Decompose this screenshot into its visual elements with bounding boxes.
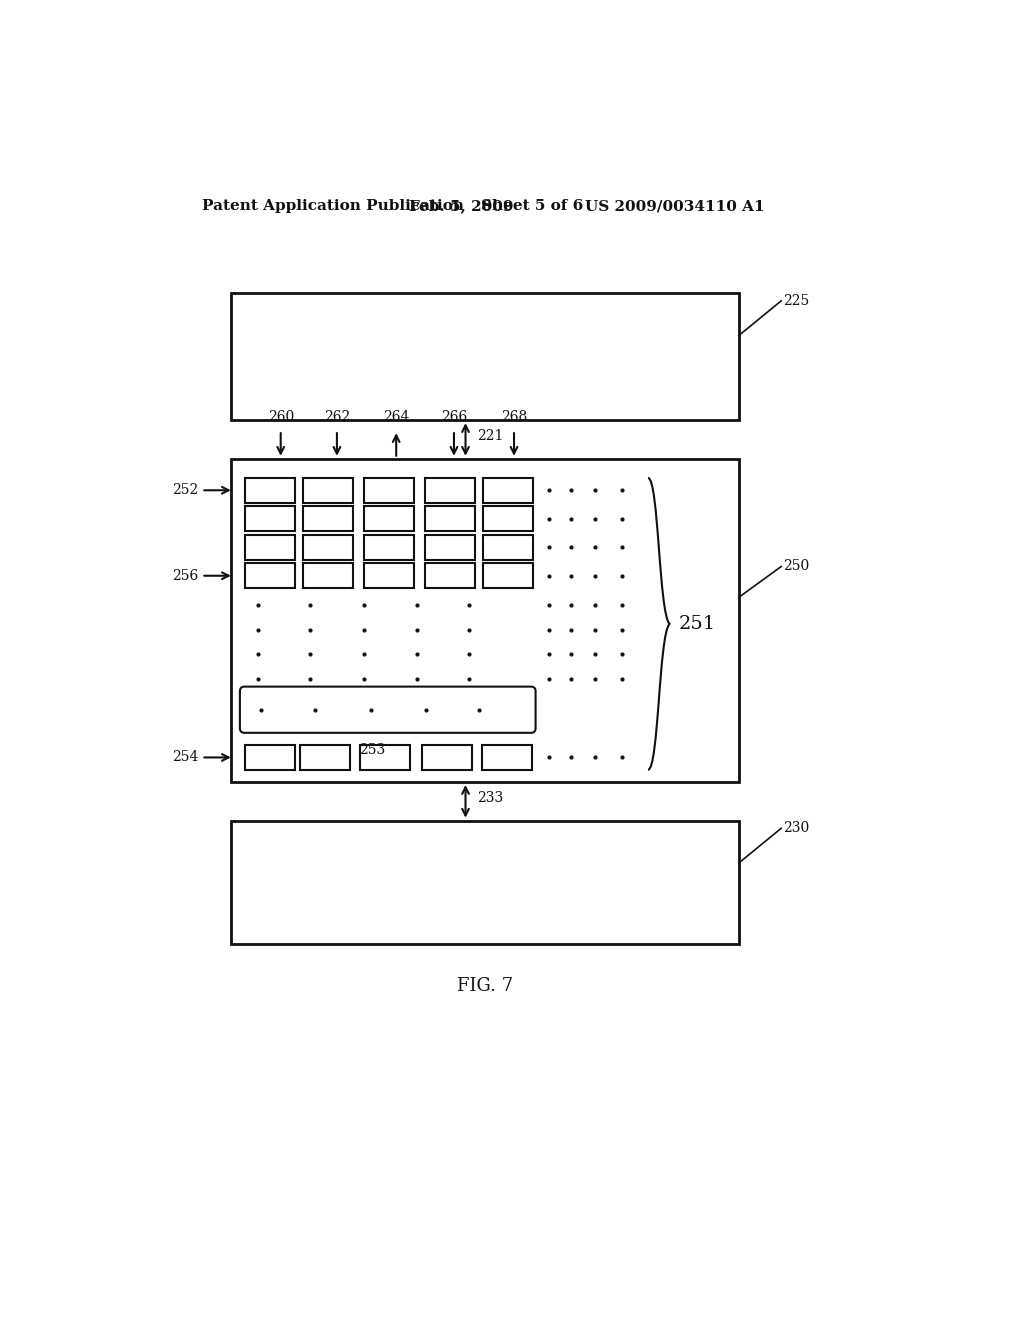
Text: 266: 266 — [441, 411, 467, 424]
Text: 252: 252 — [172, 483, 199, 498]
Bar — [303, 535, 353, 560]
Bar — [483, 564, 534, 589]
Bar — [245, 744, 295, 770]
Text: Feb. 5, 2009: Feb. 5, 2009 — [410, 199, 514, 213]
Text: 251: 251 — [679, 615, 716, 632]
Bar — [425, 478, 475, 503]
Text: 264: 264 — [383, 411, 410, 424]
Text: 230: 230 — [783, 821, 810, 836]
Text: 250: 250 — [783, 560, 810, 573]
Text: 225: 225 — [783, 294, 810, 308]
Bar — [422, 744, 472, 770]
Text: 221: 221 — [477, 429, 504, 442]
Text: 262: 262 — [324, 411, 350, 424]
Bar — [360, 744, 410, 770]
Text: 253: 253 — [359, 743, 385, 756]
Bar — [364, 478, 414, 503]
Bar — [230, 293, 739, 420]
Text: Patent Application Publication: Patent Application Publication — [202, 199, 464, 213]
Bar — [245, 478, 295, 503]
Bar — [245, 564, 295, 589]
Text: Sheet 5 of 6: Sheet 5 of 6 — [481, 199, 583, 213]
Bar — [364, 535, 414, 560]
Bar — [303, 478, 353, 503]
Text: US 2009/0034110 A1: US 2009/0034110 A1 — [585, 199, 765, 213]
Text: 256: 256 — [172, 569, 199, 582]
Bar — [425, 564, 475, 589]
Bar — [481, 744, 531, 770]
Text: 268: 268 — [501, 411, 527, 424]
Bar — [245, 507, 295, 531]
Bar — [425, 535, 475, 560]
Bar — [364, 507, 414, 531]
Bar — [483, 478, 534, 503]
Bar — [230, 459, 739, 781]
Bar — [483, 535, 534, 560]
Text: 260: 260 — [267, 411, 294, 424]
Text: 254: 254 — [172, 751, 199, 764]
Bar — [425, 507, 475, 531]
Bar — [300, 744, 350, 770]
Bar — [483, 507, 534, 531]
Bar — [230, 821, 739, 944]
Bar — [303, 564, 353, 589]
Text: 233: 233 — [477, 791, 504, 804]
Text: FIG. 7: FIG. 7 — [457, 977, 513, 995]
Bar — [364, 564, 414, 589]
Bar — [245, 535, 295, 560]
Bar — [303, 507, 353, 531]
